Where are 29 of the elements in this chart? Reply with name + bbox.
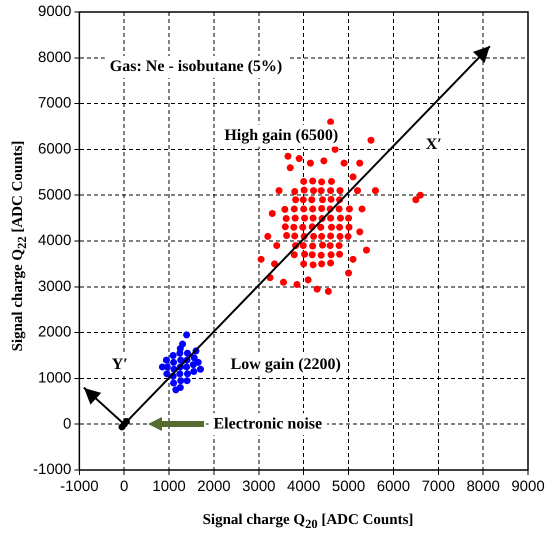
x-tick-label: 5000 <box>332 478 366 496</box>
x-tick-label: 0 <box>120 478 128 496</box>
x-tick-label: 4000 <box>286 478 320 496</box>
y-tick-label: 6000 <box>38 140 72 158</box>
y-tick-label: 8000 <box>38 48 72 66</box>
x-tick-label: 9000 <box>511 478 545 496</box>
x-tick-label: 7000 <box>422 478 455 496</box>
annotation: Electronic noise <box>214 415 322 432</box>
x-tick-label: 2000 <box>197 478 231 496</box>
x-tick-label: 6000 <box>376 478 410 496</box>
annotation: Y′ <box>112 356 128 373</box>
annotation: Low gain (2200) <box>230 356 341 373</box>
y-tick-label: 1000 <box>38 370 72 387</box>
annotation: High gain (6500) <box>224 126 338 144</box>
y-tick-label: 3000 <box>38 278 72 295</box>
x-tick-label: -1000 <box>60 478 99 496</box>
x-tick-label: 1000 <box>152 478 186 496</box>
annotation: Gas: Ne - isobutane (5%) <box>110 58 282 76</box>
y-tick-label: 4000 <box>38 232 72 250</box>
y-tick-label: 2000 <box>38 324 72 341</box>
y-tick-label: 7000 <box>38 94 72 112</box>
x-axis-title: Signal charge Q$_{20}$ [ADC Counts] <box>202 512 414 532</box>
annotation: X′ <box>426 136 442 153</box>
x-tick-label: 3000 <box>242 478 276 496</box>
y-tick-label: 5000 <box>38 186 72 204</box>
x-tick-label: 8000 <box>466 478 500 496</box>
y-tick-label: 0 <box>63 415 72 432</box>
y-tick-label: -1000 <box>32 461 72 478</box>
y-tick-label: 9000 <box>38 3 72 20</box>
